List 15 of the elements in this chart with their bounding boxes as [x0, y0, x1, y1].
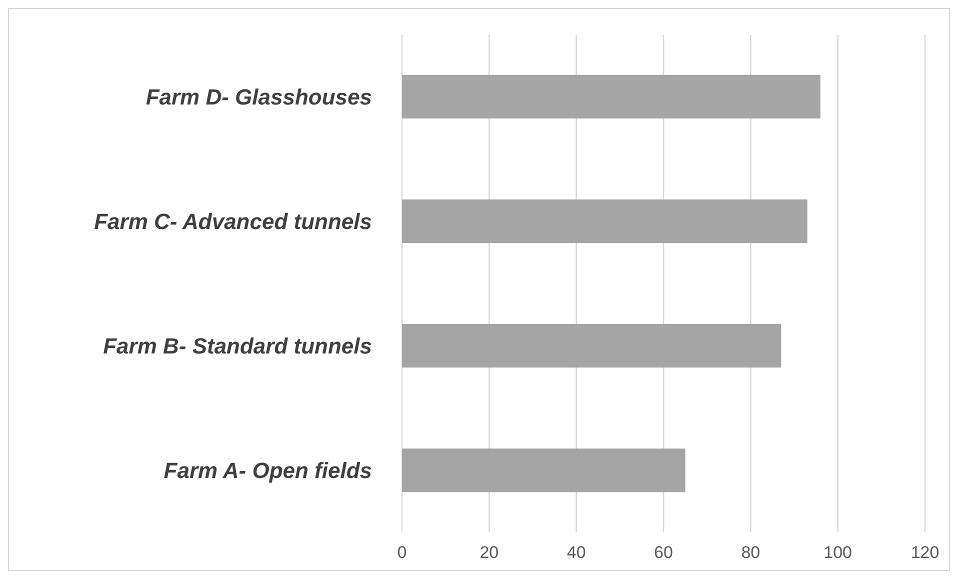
y-tick-label: Farm A- Open fields: [164, 458, 372, 484]
bar: [402, 199, 808, 244]
y-tick-label: Farm B- Standard tunnels: [103, 333, 372, 358]
y-tick-label: Farm D- Glasshouses: [146, 84, 372, 110]
bar: [402, 324, 782, 368]
y-tick-label: Farm C- Advanced tunnels: [94, 208, 372, 234]
x-tick-label: 80: [741, 543, 760, 562]
x-tick-label: 60: [654, 543, 673, 562]
x-tick-label: 0: [397, 543, 407, 562]
bar: [402, 448, 686, 492]
x-tick-label: 120: [910, 543, 940, 562]
x-tick-label: 40: [566, 543, 586, 562]
x-tick-label: 20: [480, 543, 499, 562]
x-tick-label: 100: [824, 543, 852, 562]
bar: [402, 74, 820, 118]
